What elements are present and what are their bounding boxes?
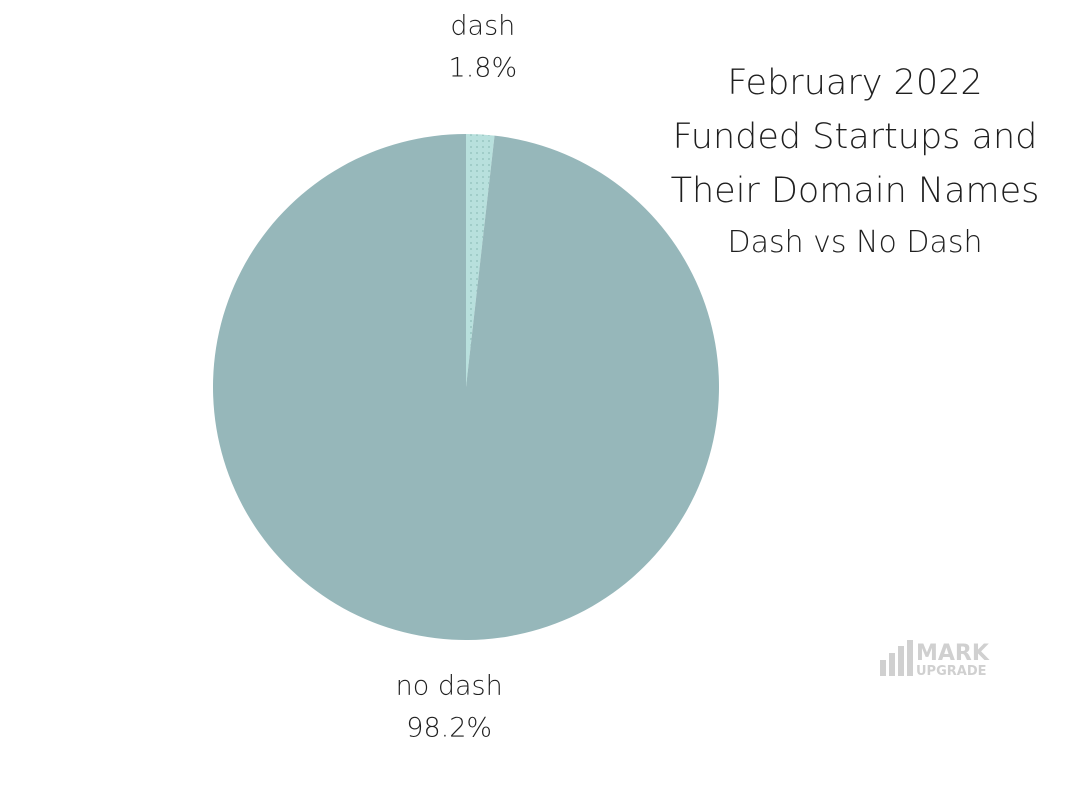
slice-label-no-dash: no dash: [396, 671, 503, 702]
chart-title-line-1: February 2022: [727, 63, 983, 103]
logo-word-upgrade: UPGRADE: [916, 664, 987, 679]
pie-slice-dash: [466, 134, 495, 387]
slice-label-dash: dash: [450, 10, 515, 41]
mark-upgrade-logo: MARK UPGRADE: [880, 640, 990, 679]
logo-bar-3: [898, 646, 904, 676]
slice-value-dash: 1.8%: [449, 52, 518, 83]
chart-subtitle: Dash vs No Dash: [727, 225, 983, 260]
chart-title-block: February 2022 Funded Startups and Their …: [660, 56, 1050, 268]
logo-bar-4: [907, 640, 913, 676]
logo-word-mark: MARK: [916, 641, 990, 666]
logo-bar-2: [889, 653, 895, 676]
chart-title-line-3: Their Domain Names: [670, 171, 1040, 211]
chart-title-line-2: Funded Startups and: [672, 117, 1038, 157]
logo-bar-1: [880, 660, 886, 676]
pie-slice-no-dash: [213, 134, 719, 640]
slice-value-no-dash: 98.2%: [406, 713, 492, 744]
